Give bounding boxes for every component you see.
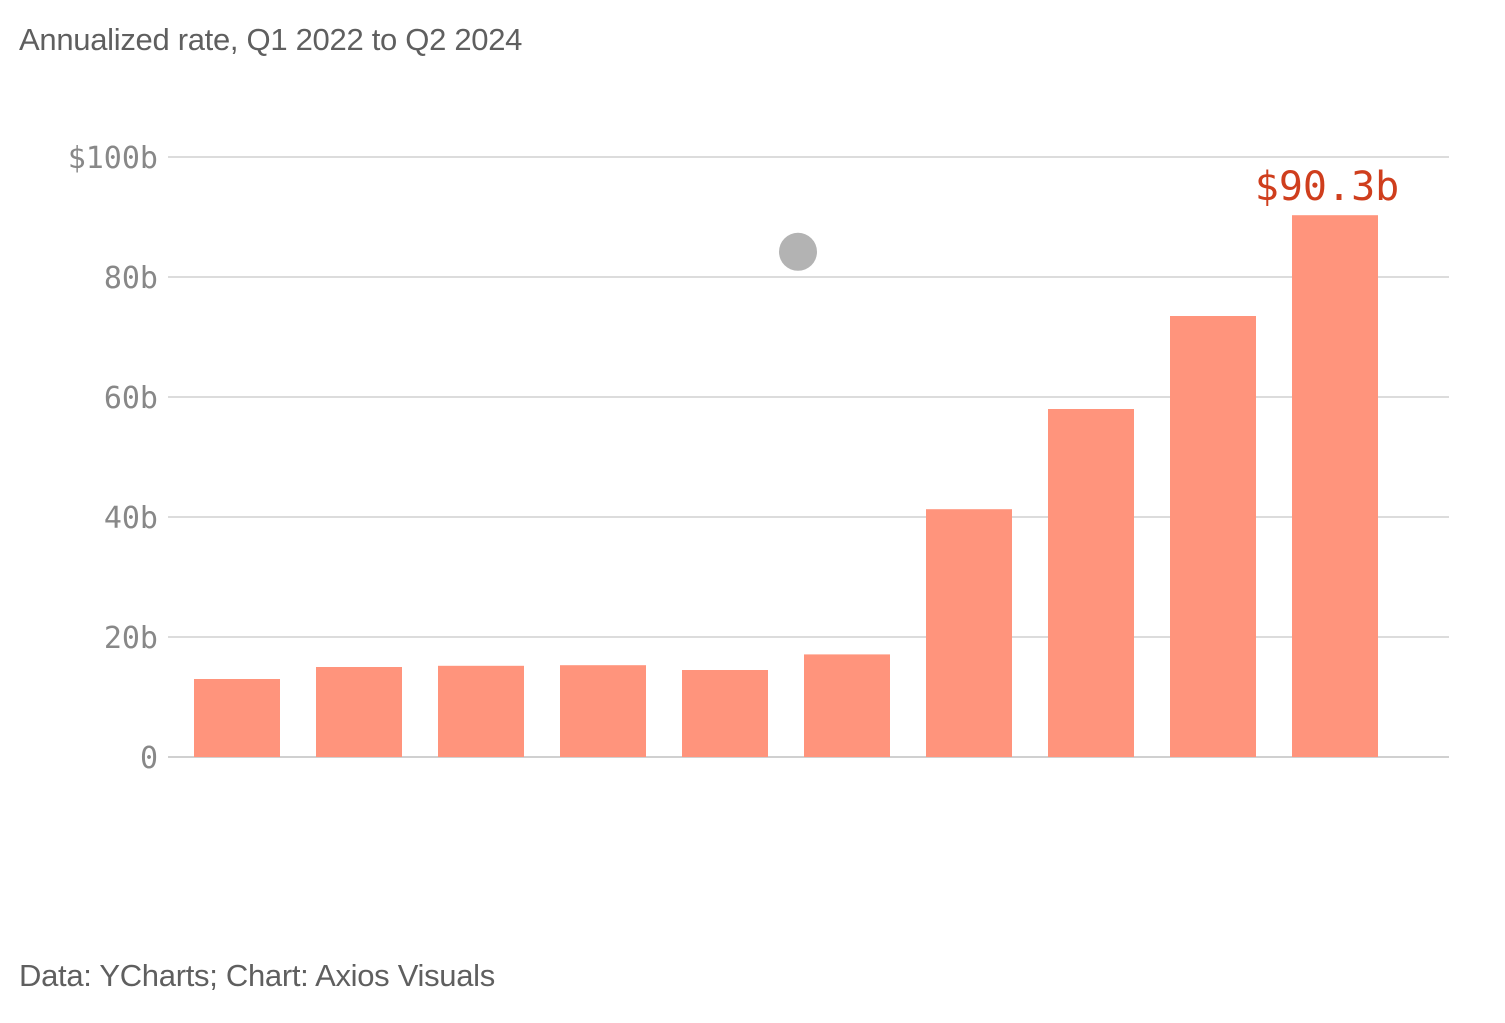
bars <box>194 215 1378 757</box>
chart-subtitle: Annualized rate, Q1 2022 to Q2 2024 <box>19 22 523 57</box>
source-note: Data: YCharts; Chart: Axios Visuals <box>19 958 495 993</box>
markers <box>779 232 817 271</box>
y-tick-label: 20b <box>104 621 158 656</box>
bar <box>560 665 646 757</box>
data-labels: $90.3b <box>1255 164 1400 210</box>
y-tick-label: 0 <box>140 741 158 776</box>
bar <box>1170 316 1256 757</box>
bar <box>316 667 402 757</box>
marker-dot <box>779 232 817 271</box>
y-tick-label: 40b <box>104 501 158 536</box>
bar <box>438 665 524 757</box>
y-tick-label: $100b <box>68 141 158 176</box>
y-tick-label: 80b <box>104 261 158 296</box>
bar <box>194 679 280 757</box>
y-tick-label: 60b <box>104 381 158 416</box>
data-label: $90.3b <box>1255 164 1400 210</box>
bar <box>682 670 768 757</box>
bar <box>1048 409 1134 757</box>
bar <box>1292 215 1378 757</box>
bar <box>804 654 890 757</box>
bar <box>926 509 1012 757</box>
gridlines: 0 20b 40b 60b 80b $100b <box>68 141 1449 776</box>
